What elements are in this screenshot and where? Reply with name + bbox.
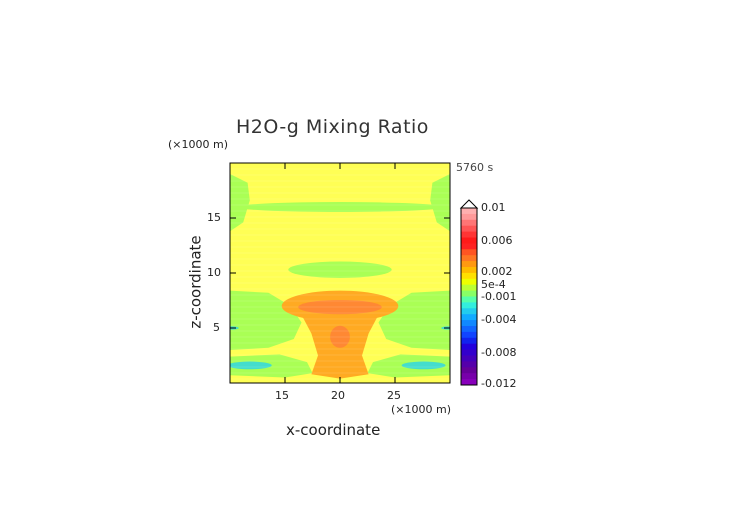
colorbar-extend-arrow xyxy=(459,199,479,209)
colorbar-label: -0.012 xyxy=(481,377,517,390)
x-tick-label: 25 xyxy=(387,389,401,402)
x-tick-label: 20 xyxy=(331,389,345,402)
colorbar-segment xyxy=(461,213,477,221)
colorbar-label: -0.004 xyxy=(481,313,517,326)
green-left-upper xyxy=(230,174,250,232)
colorbar-segment xyxy=(461,261,477,268)
colorbar-label: -0.001 xyxy=(481,290,517,303)
x-axis-unit: (×1000 m) xyxy=(391,403,452,416)
colorbar-segment xyxy=(461,320,477,327)
red-plume-core xyxy=(298,299,382,315)
colorbar-segment xyxy=(461,249,477,256)
colorbar-segment xyxy=(461,331,477,339)
colorbar-label: -0.008 xyxy=(481,346,517,359)
cyan-patch-right xyxy=(401,361,446,370)
colorbar-segment xyxy=(461,219,477,227)
colorbar-segment xyxy=(461,326,477,333)
colorbar-label: 0.006 xyxy=(481,234,513,247)
colorbar-segment xyxy=(461,302,477,309)
red-plume-column xyxy=(330,325,350,348)
colorbar-segment xyxy=(461,361,477,368)
colorbar-segment xyxy=(461,231,477,238)
colorbar-segment xyxy=(461,367,477,374)
colorbar-segment xyxy=(461,267,477,274)
x-tick-label: 15 xyxy=(275,389,289,402)
colorbar-segment xyxy=(461,343,477,351)
colorbar-segment xyxy=(461,208,477,215)
colorbar-segment xyxy=(461,337,477,345)
colorbar-segment xyxy=(461,308,477,315)
plot-area xyxy=(230,163,450,383)
y-tick-label: 15 xyxy=(207,211,221,224)
colorbar-segment xyxy=(461,373,477,380)
colorbar-segment xyxy=(461,243,477,250)
colorbar-segment xyxy=(461,237,477,244)
colorbar xyxy=(459,199,479,386)
colorbar-segment xyxy=(461,272,477,280)
colorbar-segment xyxy=(461,290,477,297)
colorbar-label: 0.01 xyxy=(481,201,506,214)
colorbar-segment xyxy=(461,284,477,292)
field-layer xyxy=(230,163,450,383)
y-axis-unit: (×1000 m) xyxy=(168,138,229,151)
colorbar-segment xyxy=(461,255,477,262)
time-label: 5760 s xyxy=(456,161,494,174)
green-band-16km xyxy=(235,202,445,212)
colorbar-segment xyxy=(461,225,477,233)
colorbar-segment xyxy=(461,296,477,303)
green-right-upper xyxy=(430,174,450,232)
colorbar-segment xyxy=(461,278,477,286)
y-axis-label: z-coordinate xyxy=(186,235,205,329)
x-axis-label: x-coordinate xyxy=(286,421,381,439)
y-tick-label: 10 xyxy=(207,266,221,279)
colorbar-label: 0.002 xyxy=(481,265,513,278)
y-tick-label: 5 xyxy=(213,321,220,334)
colorbar-segment xyxy=(461,349,477,356)
colorbar-segment xyxy=(461,314,477,321)
colorbar-label: 5e-4 xyxy=(481,278,506,291)
colorbar-segment xyxy=(461,379,477,386)
green-band-10km xyxy=(288,261,392,278)
cyan-patch-left xyxy=(230,361,272,370)
colorbar-segment xyxy=(461,355,477,362)
axes xyxy=(229,162,451,384)
chart-title: H2O-g Mixing Ratio xyxy=(236,116,429,138)
